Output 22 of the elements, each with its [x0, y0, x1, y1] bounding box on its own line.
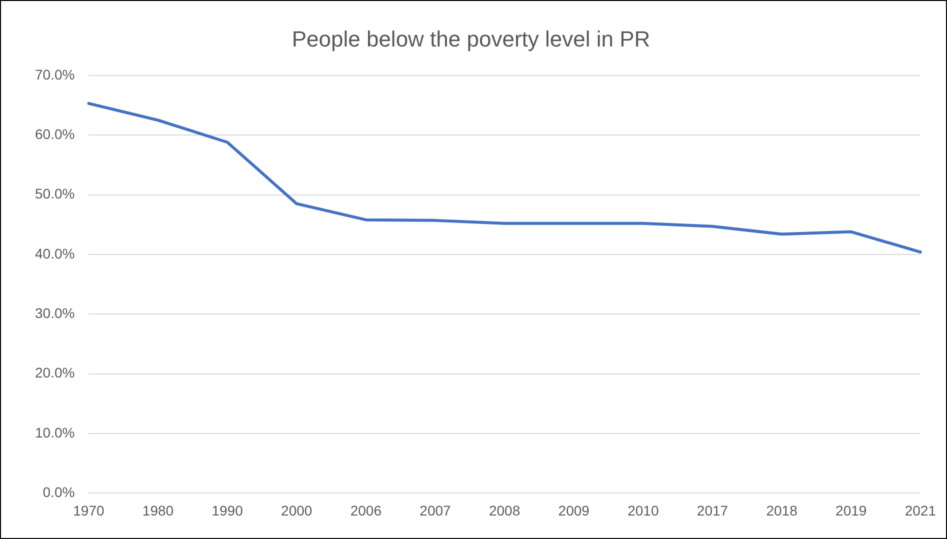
y-tick-label: 60.0% [34, 126, 75, 142]
y-tick-label: 20.0% [34, 364, 75, 381]
x-tick-label: 2019 [836, 502, 867, 518]
x-tick-label: 2018 [766, 502, 798, 518]
y-tick-label: 30.0% [34, 305, 75, 321]
x-tick-label: 2021 [904, 502, 936, 518]
x-tick-label: 1980 [142, 502, 174, 518]
x-tick-label: 2006 [350, 502, 382, 518]
x-tick-label: 2010 [628, 502, 659, 518]
y-tick-label: 0.0% [42, 484, 75, 500]
y-tick-label: 40.0% [34, 245, 75, 262]
y-tick-label: 70.0% [34, 66, 75, 82]
chart-title: People below the poverty level in PR [292, 26, 650, 52]
x-tick-label: 2017 [696, 502, 728, 518]
x-tick-label: 2000 [281, 502, 312, 518]
y-tick-label: 10.0% [34, 424, 75, 440]
x-tick-label: 1970 [73, 502, 104, 518]
y-tick-label: 50.0% [34, 186, 75, 202]
x-tick-label: 1990 [212, 502, 244, 518]
x-tick-label: 2009 [558, 502, 590, 518]
x-tick-label: 2008 [488, 502, 520, 518]
x-tick-label: 2007 [420, 502, 452, 518]
